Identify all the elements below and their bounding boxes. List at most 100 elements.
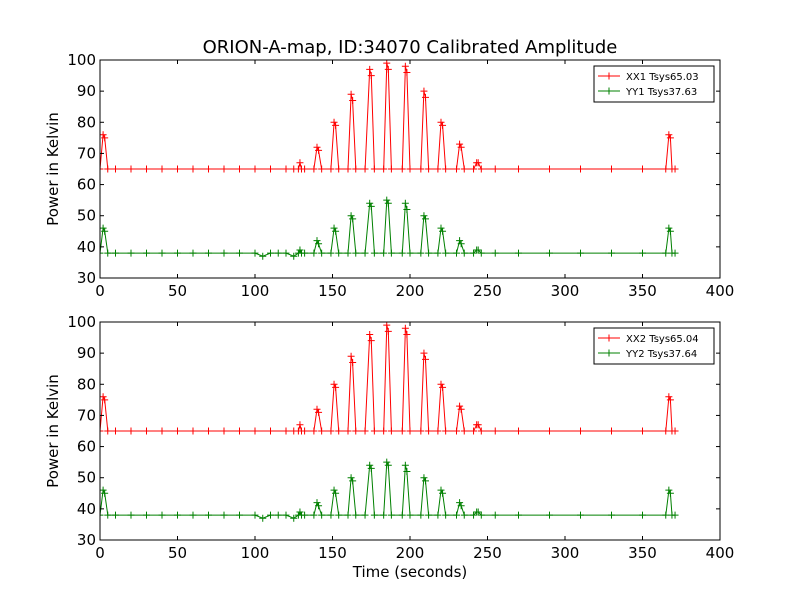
series-2-point: [665, 224, 673, 232]
series-2-point: [318, 511, 326, 519]
series-1-point: [267, 165, 274, 173]
series-2-point: [318, 249, 326, 257]
series-2-point: [380, 511, 388, 519]
legend: XX2 Tsys65.04 YY2 Tsys37.64: [593, 327, 715, 365]
series-2-point: [174, 249, 181, 257]
x-tick-label: 250: [473, 282, 502, 300]
series-1-point: [425, 427, 433, 435]
y-tick-label: 100: [67, 313, 96, 331]
series-2-point: [259, 252, 267, 260]
series-2-point: [347, 474, 355, 482]
x-tick-label: 0: [95, 282, 105, 300]
series-2-point: [439, 489, 447, 497]
series-1-point: [442, 427, 450, 435]
series-group: [100, 322, 679, 522]
series-1-point: [470, 427, 478, 435]
series-1-point: [420, 87, 428, 95]
series-2-point: [453, 249, 460, 257]
series-2-point: [158, 249, 166, 257]
series-1-point: [470, 165, 478, 173]
series-1-point: [370, 165, 378, 173]
series-group: [100, 60, 679, 260]
series-1-point: [347, 90, 355, 98]
series-2-point: [100, 224, 107, 232]
series-2-point: [236, 249, 243, 257]
series-1-point: [361, 165, 369, 173]
series-1-point: [384, 327, 392, 335]
series-1-point: [366, 65, 374, 73]
series-1-point: [439, 383, 447, 391]
series-1-point: [383, 60, 391, 67]
series-1-point: [100, 165, 104, 173]
series-1-point: [158, 165, 166, 173]
series-2-point: [384, 199, 392, 207]
series-1-point: [318, 165, 326, 173]
series-2-point: [384, 461, 392, 469]
series-1-point: [406, 427, 414, 435]
legend-marker: [605, 349, 613, 357]
legend-label: XX2 Tsys65.04: [626, 334, 699, 345]
series-2-point: [417, 511, 425, 519]
series-2-point: [401, 199, 409, 207]
series-2-point: [330, 486, 338, 494]
series-2-point: [383, 458, 391, 466]
series-2-point: [361, 511, 369, 519]
series-1-point: [671, 427, 679, 435]
series-2-point: [491, 249, 499, 257]
series-2-point: [315, 240, 323, 248]
series-1-point: [104, 165, 112, 173]
series-2-point: [100, 511, 104, 519]
x-tick-label: 50: [168, 544, 187, 562]
series-2-point: [310, 249, 318, 257]
series-2-point: [267, 249, 274, 257]
series-1-point: [666, 396, 674, 404]
series-1-point: [417, 165, 425, 173]
series-1-point: [491, 427, 499, 435]
series-1-point: [100, 427, 104, 435]
series-2-point: [639, 249, 646, 257]
series-2-point: [437, 224, 445, 232]
series-2-point: [420, 212, 428, 220]
series-1-point: [515, 427, 522, 435]
series-2-point: [474, 246, 482, 254]
series-1-point: [310, 427, 318, 435]
series-2-point: [367, 464, 375, 472]
series-1-point: [401, 324, 409, 332]
series-1-point: [335, 427, 343, 435]
series-2-point: [189, 511, 197, 519]
series-1-point: [352, 165, 360, 173]
series-2-point: [205, 249, 212, 257]
series-1-point: [310, 165, 318, 173]
series-1-point: [205, 165, 212, 173]
series-2-point: [344, 511, 352, 519]
series-1-point: [267, 427, 274, 435]
series-2-point: [315, 502, 323, 510]
series-1-point: [366, 330, 374, 338]
series-2-point: [236, 511, 243, 519]
y-tick-label: 30: [77, 531, 96, 549]
series-1-point: [457, 143, 465, 151]
series-1-point: [380, 427, 388, 435]
series-1-point: [158, 427, 166, 435]
series-1-point: [349, 96, 357, 104]
series-1-point: [406, 165, 414, 173]
series-1-point: [335, 165, 343, 173]
series-1-point: [301, 427, 309, 435]
series-2-point: [100, 249, 104, 257]
series-1-point: [477, 427, 485, 435]
series-2-point: [456, 237, 464, 245]
series-2-point: [349, 215, 357, 223]
series-2-point: [437, 486, 445, 494]
legend-box: [593, 327, 715, 365]
y-tick-label: 80: [77, 113, 96, 131]
legend-marker: [605, 334, 613, 342]
series-2-point: [330, 224, 338, 232]
series-1-point: [380, 165, 388, 173]
x-tick-label: 300: [551, 282, 580, 300]
series-2-point: [398, 511, 406, 519]
x-tick-label: 150: [318, 544, 347, 562]
y-tick-label: 100: [67, 51, 96, 69]
series-1-point: [327, 427, 335, 435]
series-2-point: [274, 511, 282, 519]
series-1-point: [420, 349, 428, 357]
